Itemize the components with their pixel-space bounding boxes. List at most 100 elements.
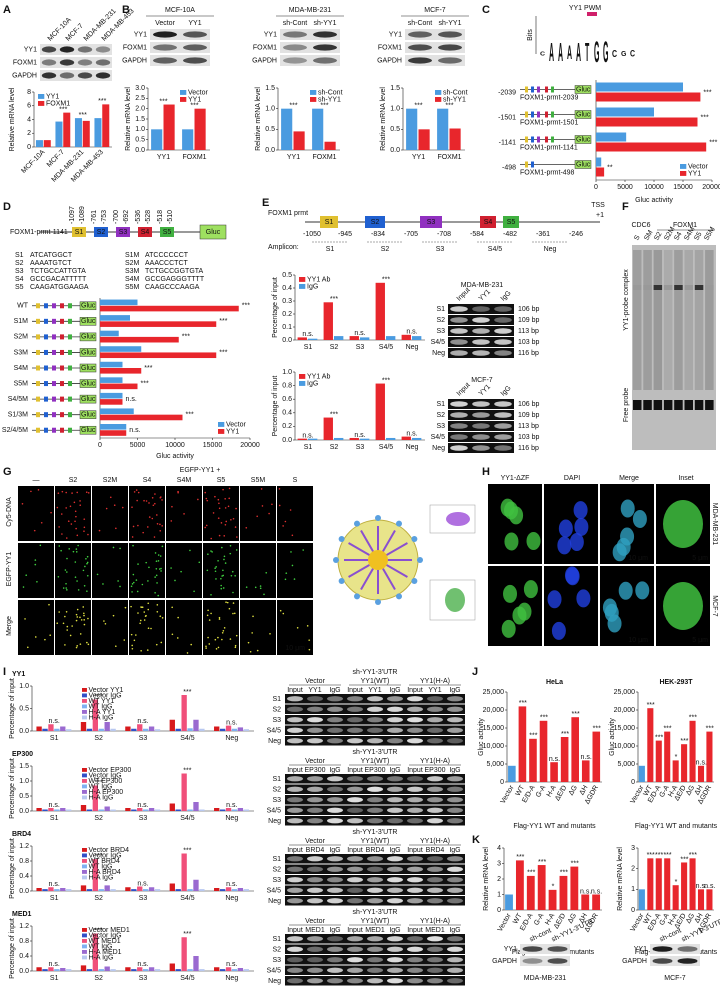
y-tick-label: 0.0	[19, 968, 29, 975]
category-label: WT	[512, 912, 524, 926]
amplicon-label: S4/5	[488, 246, 503, 253]
y-tick-label: 1.0	[282, 369, 292, 376]
bar	[237, 808, 244, 811]
y-tick-label: 2	[497, 876, 501, 883]
motif-letter: A	[549, 39, 554, 68]
bar	[237, 727, 244, 731]
fluor-dot	[223, 555, 226, 558]
blot-band	[307, 898, 323, 904]
fluor-dot	[104, 623, 107, 625]
blot-band	[287, 786, 303, 792]
significance: ***	[144, 365, 152, 372]
fluor-dot	[82, 569, 85, 572]
site-box	[420, 216, 442, 228]
fluor-dot	[131, 583, 134, 585]
significance: ***	[183, 767, 191, 774]
size-label: 113 bp	[518, 423, 539, 430]
significance: ***	[183, 931, 191, 938]
fluor-dot	[60, 513, 63, 515]
site-box	[60, 349, 64, 355]
significance: n.s.	[129, 427, 140, 434]
nanoparticle-tip	[354, 593, 360, 600]
bar	[214, 808, 220, 811]
blot-band	[408, 57, 432, 64]
fluor-dot	[34, 563, 37, 566]
site-box	[116, 227, 130, 237]
row-label: S1	[272, 776, 281, 783]
nanoparticle-tip	[375, 515, 381, 521]
blot-band	[77, 59, 93, 66]
site-box	[551, 111, 554, 118]
fluor-dot	[214, 567, 216, 569]
cell	[569, 533, 584, 552]
blot-band	[472, 423, 490, 429]
legend-label: YY1 Ab	[307, 277, 330, 284]
nanoparticle-tip	[354, 520, 360, 527]
blot-band	[367, 978, 383, 984]
y-tick-label: 2	[631, 866, 635, 873]
fluor-dot	[64, 644, 66, 646]
blot-strip	[448, 421, 514, 431]
bar	[237, 888, 244, 891]
bar	[199, 889, 205, 891]
site-box	[320, 216, 338, 228]
category-label: -1141	[499, 139, 516, 146]
fluor-dot	[218, 507, 221, 510]
y-tick-label: 0.5	[390, 126, 400, 133]
blot-band	[183, 44, 207, 51]
significance: ***	[680, 856, 688, 863]
row-label: S4/5	[431, 434, 446, 441]
bar	[137, 886, 143, 891]
row-label: Neg	[268, 738, 281, 745]
fluor-dot	[142, 531, 144, 534]
site-box	[60, 412, 64, 418]
fluor-dot	[223, 558, 225, 561]
micrograph	[277, 600, 313, 655]
fluor-dot	[208, 643, 211, 645]
fluor-dot	[229, 638, 232, 640]
category-label: ΔH	[578, 912, 589, 924]
reporter-box	[79, 348, 97, 357]
reporter-label: Gluc	[81, 349, 96, 356]
blot-band	[327, 786, 343, 792]
fluor-dot	[65, 582, 67, 585]
blot-band	[387, 978, 403, 984]
legend-swatch	[82, 870, 87, 874]
blot-band	[95, 72, 111, 79]
row-label: S1	[436, 401, 445, 408]
y-tick-label: 8	[27, 89, 31, 96]
blot-band	[307, 786, 323, 792]
blot-band	[347, 936, 363, 942]
bar	[86, 728, 93, 731]
legend-label: WT EP300	[89, 778, 123, 785]
bar	[596, 92, 701, 102]
fluor-dot	[115, 527, 117, 530]
fluor-dot	[207, 636, 209, 639]
fluor-dot	[74, 510, 77, 513]
site-box	[36, 318, 40, 324]
size-label: 103 bp	[518, 434, 540, 441]
blot-band	[327, 978, 343, 984]
blot-strip	[520, 944, 570, 954]
bar	[231, 889, 238, 891]
panel-letter: E	[262, 197, 269, 209]
amplicon-heading: Amplicon:	[268, 244, 299, 251]
fluor-dot	[57, 576, 60, 578]
blot-band	[347, 856, 363, 862]
legend-swatch	[435, 97, 442, 102]
bar	[225, 808, 232, 811]
category-label: S2	[94, 895, 103, 902]
bar	[102, 104, 110, 147]
site-box	[60, 381, 64, 387]
x-tick-label: 15000	[673, 184, 693, 191]
fluor-dot	[228, 487, 231, 490]
blot-band	[327, 856, 343, 862]
bar	[148, 808, 155, 811]
axis-title: Gluc activity	[609, 718, 616, 756]
site-box	[551, 136, 554, 143]
fluor-dot	[80, 619, 83, 621]
scale-label: 10 μm	[628, 555, 648, 562]
fluor-dot	[131, 644, 133, 647]
category-label: FOXM1	[182, 154, 206, 161]
